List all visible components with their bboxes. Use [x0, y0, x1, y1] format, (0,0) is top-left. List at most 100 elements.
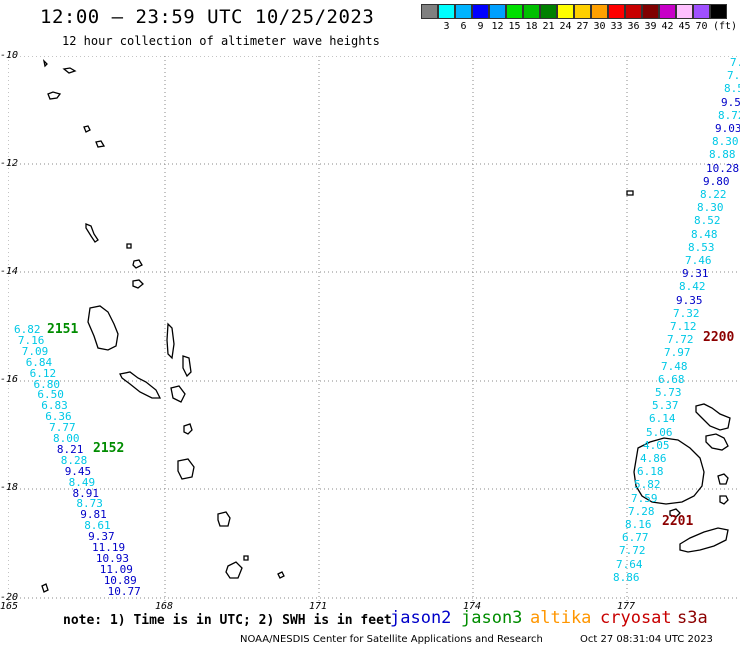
- wave-height-value: 7.72: [667, 333, 694, 347]
- wave-height-value: 8.21: [56, 442, 84, 456]
- wave-height-value: 8.88: [709, 148, 736, 162]
- lat-label: -16: [0, 374, 19, 385]
- wave-height-value: 6.80: [33, 377, 61, 391]
- island-shape: [243, 555, 249, 561]
- wave-height-value: 9.80: [703, 174, 730, 188]
- wave-height-value: 6.36: [45, 410, 72, 424]
- legend-swatch: [608, 4, 625, 19]
- island-shape: [695, 403, 731, 431]
- legend-label: 36: [627, 21, 640, 32]
- grid: [8, 56, 738, 601]
- legend-label: 15: [508, 21, 521, 32]
- lat-label: -20: [0, 592, 19, 603]
- wave-height-value: 8.61: [84, 519, 111, 533]
- wave-height-value: 8.73: [76, 497, 103, 511]
- island-shape: [705, 433, 729, 451]
- wave-height-value: 8.49: [68, 475, 96, 489]
- wave-height-value: 8.5: [724, 82, 740, 96]
- footer-timestamp: Oct 27 08:31:04 UTC 2023: [580, 634, 713, 645]
- island-shape: [166, 322, 175, 360]
- legend-label: 3: [443, 21, 450, 32]
- wave-height-value: 5.37: [652, 399, 679, 413]
- wave-height-value: 8.48: [691, 227, 718, 241]
- legend-label: 24: [559, 21, 572, 32]
- island-shape: [119, 371, 162, 399]
- island-shape: [126, 243, 132, 249]
- wave-height-value: 6.18: [637, 465, 664, 479]
- island-shape: [87, 305, 119, 351]
- wave-height-value: 7.12: [670, 320, 697, 333]
- wave-height-value: 10.89: [103, 573, 137, 587]
- wave-height-value: 9.37: [88, 530, 115, 544]
- legend-labels: 3 6 9 12 15 18 21 24 27 30 33 36 39 42 45 70: [421, 21, 710, 32]
- legend-label: 45: [678, 21, 691, 32]
- legend-swatch: [523, 4, 540, 19]
- island-shape: [217, 511, 231, 527]
- legend-swatch: [659, 4, 676, 19]
- wave-height-value: 6.50: [37, 388, 64, 402]
- page-title: 12:00 – 23:59 UTC 10/25/2023: [40, 6, 375, 28]
- wave-height-value: 8.30: [697, 201, 724, 215]
- wave-height-value: 7.3: [730, 56, 740, 69]
- wave-height-value: 8.30: [712, 135, 739, 149]
- legend-label: 30: [593, 21, 606, 32]
- wave-height-value: 7.09: [21, 344, 49, 358]
- page-subtitle: 12 hour collection of altimeter wave hei…: [62, 34, 380, 48]
- legend-swatch: [455, 4, 472, 19]
- wave-height-value: 7.48: [661, 359, 688, 373]
- legend-swatch: [625, 4, 642, 19]
- footer-credit: NOAA/NESDIS Center for Satellite Applica…: [240, 634, 543, 645]
- wave-height-value: 10.77: [107, 584, 141, 598]
- pass-time-label: 2152: [93, 441, 125, 456]
- legend-swatch: [438, 4, 455, 19]
- island-shape: [717, 473, 729, 485]
- wave-height-value: 4.05: [643, 438, 670, 452]
- legend-swatch: [693, 4, 710, 19]
- island-shape: [95, 140, 106, 148]
- wave-height-value: 6.82: [14, 323, 41, 336]
- wave-height-value: 9.81: [80, 508, 107, 522]
- wave-height-value: 9.5: [721, 95, 740, 109]
- satellite-altika: altika: [530, 608, 592, 628]
- lon-label: 168: [155, 601, 174, 612]
- satellite-jason3: jason3: [461, 608, 523, 628]
- island-shape: [42, 59, 48, 68]
- legend-swatch: [642, 4, 659, 19]
- wave-height-value: 9.03: [715, 122, 740, 135]
- wave-height-value: 8.00: [53, 432, 80, 445]
- legend-label: 42: [661, 21, 674, 32]
- legend-label: 6: [460, 21, 467, 32]
- wave-height-value: 8.22: [700, 188, 727, 201]
- legend-swatch: [506, 4, 523, 19]
- wave-height-value: 6.14: [649, 412, 676, 426]
- legend-spacer: [421, 21, 438, 32]
- footnote: note: 1) Time is in UTC; 2) SWH is in fe…: [63, 613, 392, 628]
- island-shape: [182, 355, 192, 378]
- wave-height-value: 8.28: [60, 453, 88, 467]
- wave-height-value: 5.06: [646, 425, 673, 439]
- legend-swatch: [574, 4, 591, 19]
- legend-label: 70: [695, 21, 708, 32]
- legend-swatch: [676, 4, 693, 19]
- wave-height-value: 5.82: [634, 478, 661, 492]
- lon-label: 171: [309, 601, 328, 612]
- wave-height-value: 7.16: [17, 333, 45, 347]
- island-shape: [170, 385, 186, 403]
- legend-swatch: [591, 4, 608, 19]
- wave-height-value: 6.77: [622, 531, 649, 545]
- legend-label: 9: [477, 21, 484, 32]
- island-shape: [626, 190, 634, 196]
- legend-label: 33: [610, 21, 623, 32]
- island-shape: [633, 437, 705, 505]
- wave-height-value: 5.73: [655, 386, 682, 399]
- lat-label: -14: [0, 266, 19, 277]
- wave-height-value: 8.72: [718, 108, 740, 122]
- wave-height-value: 8.53: [688, 240, 715, 254]
- pass-time-label: 2200: [703, 330, 735, 345]
- coastlines: [41, 59, 731, 593]
- wave-height-value: 7.77: [49, 421, 76, 435]
- pass-time-label: 2201: [662, 514, 694, 529]
- legend-label: 39: [644, 21, 657, 32]
- wave-height-value: 8.16: [625, 518, 652, 531]
- wave-height-value: 7.64: [616, 557, 643, 571]
